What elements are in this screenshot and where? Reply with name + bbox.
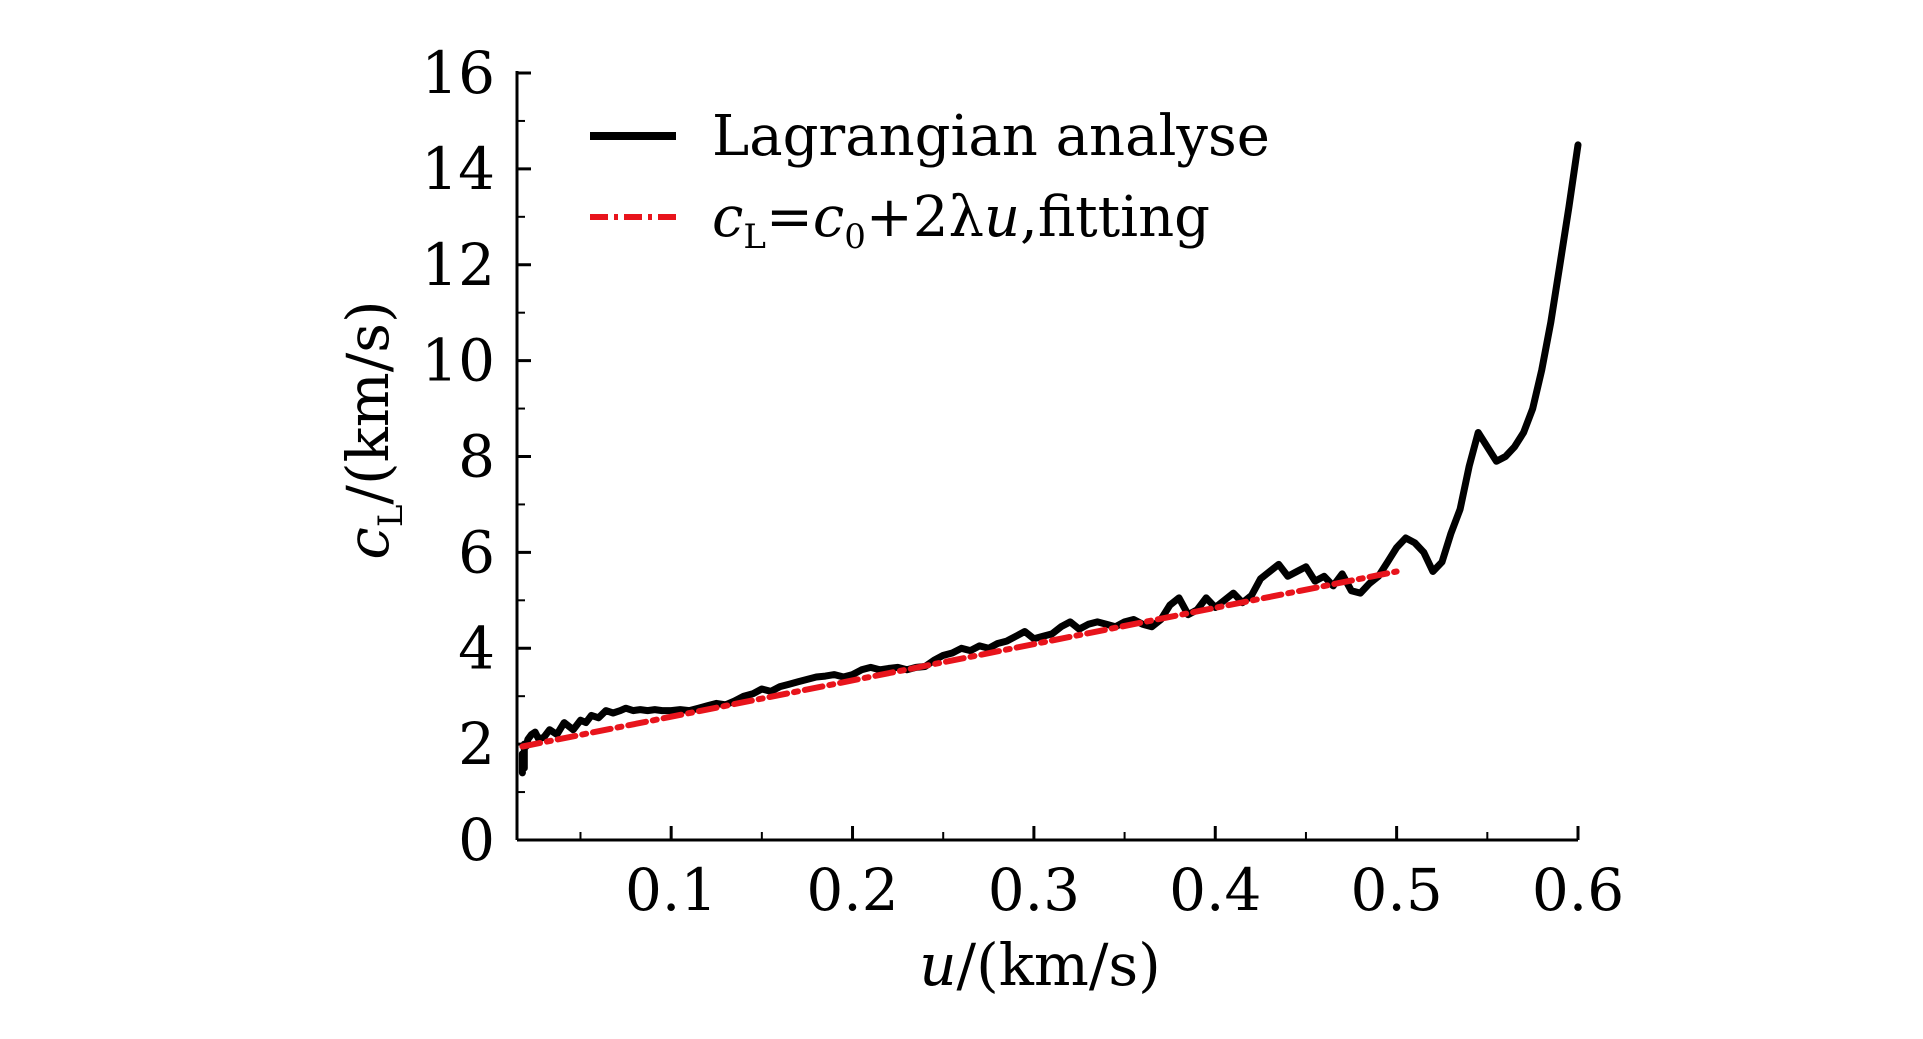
legend-sub-0: 0 bbox=[844, 217, 866, 257]
legend-tail: ,fitting bbox=[1020, 185, 1210, 250]
y-axis-var: c bbox=[334, 527, 402, 559]
tick-labels: 0 2 4 6 8 10 12 14 16 0.1 0.2 0.3 0.4 0.5 0.6 bbox=[421, 39, 1624, 924]
x-axis-var: u bbox=[919, 931, 956, 999]
y-axis-label: cL/(km/s) bbox=[334, 300, 411, 559]
y-tick-label: 12 bbox=[421, 231, 495, 299]
series-lagrangian-line bbox=[518, 141, 1582, 777]
x-axis-unit: /(km/s) bbox=[957, 931, 1161, 999]
y-tick-label: 6 bbox=[458, 518, 495, 586]
legend-u: u bbox=[984, 185, 1020, 250]
x-tick-label: 0.1 bbox=[625, 856, 717, 924]
y-tick-label: 4 bbox=[458, 614, 495, 682]
series-layer bbox=[518, 141, 1582, 777]
x-tick-label: 0.4 bbox=[1169, 856, 1261, 924]
legend-eq: = bbox=[766, 185, 813, 250]
y-tick-label: 2 bbox=[458, 710, 495, 778]
y-tick-label: 16 bbox=[421, 39, 495, 107]
x-tick-label: 0.5 bbox=[1351, 856, 1443, 924]
x-tick-label: 0.2 bbox=[806, 856, 898, 924]
legend-plus: +2λ bbox=[866, 185, 984, 250]
ticks bbox=[517, 71, 1580, 842]
y-tick-label: 0 bbox=[458, 806, 495, 874]
legend: Lagrangian analyse cL=c0+2λu,fitting bbox=[590, 104, 1270, 257]
legend-sub-L: L bbox=[743, 217, 766, 257]
legend-text-lagrangian: Lagrangian analyse bbox=[712, 104, 1270, 169]
y-axis-sub: L bbox=[371, 505, 411, 528]
legend-c: c bbox=[712, 185, 743, 250]
y-tick-label: 10 bbox=[421, 327, 495, 395]
y-tick-label: 14 bbox=[421, 135, 495, 203]
x-tick-label: 0.3 bbox=[988, 856, 1080, 924]
y-tick-label: 8 bbox=[458, 423, 495, 491]
y-axis-unit: /(km/s) bbox=[334, 300, 402, 504]
x-axis-label: u/(km/s) bbox=[919, 931, 1161, 999]
series-fitting-line bbox=[519, 568, 1400, 750]
x-tick-label: 0.6 bbox=[1532, 856, 1624, 924]
legend-c0: c bbox=[813, 185, 844, 250]
legend-text-fitting: cL=c0+2λu,fitting bbox=[712, 185, 1210, 257]
